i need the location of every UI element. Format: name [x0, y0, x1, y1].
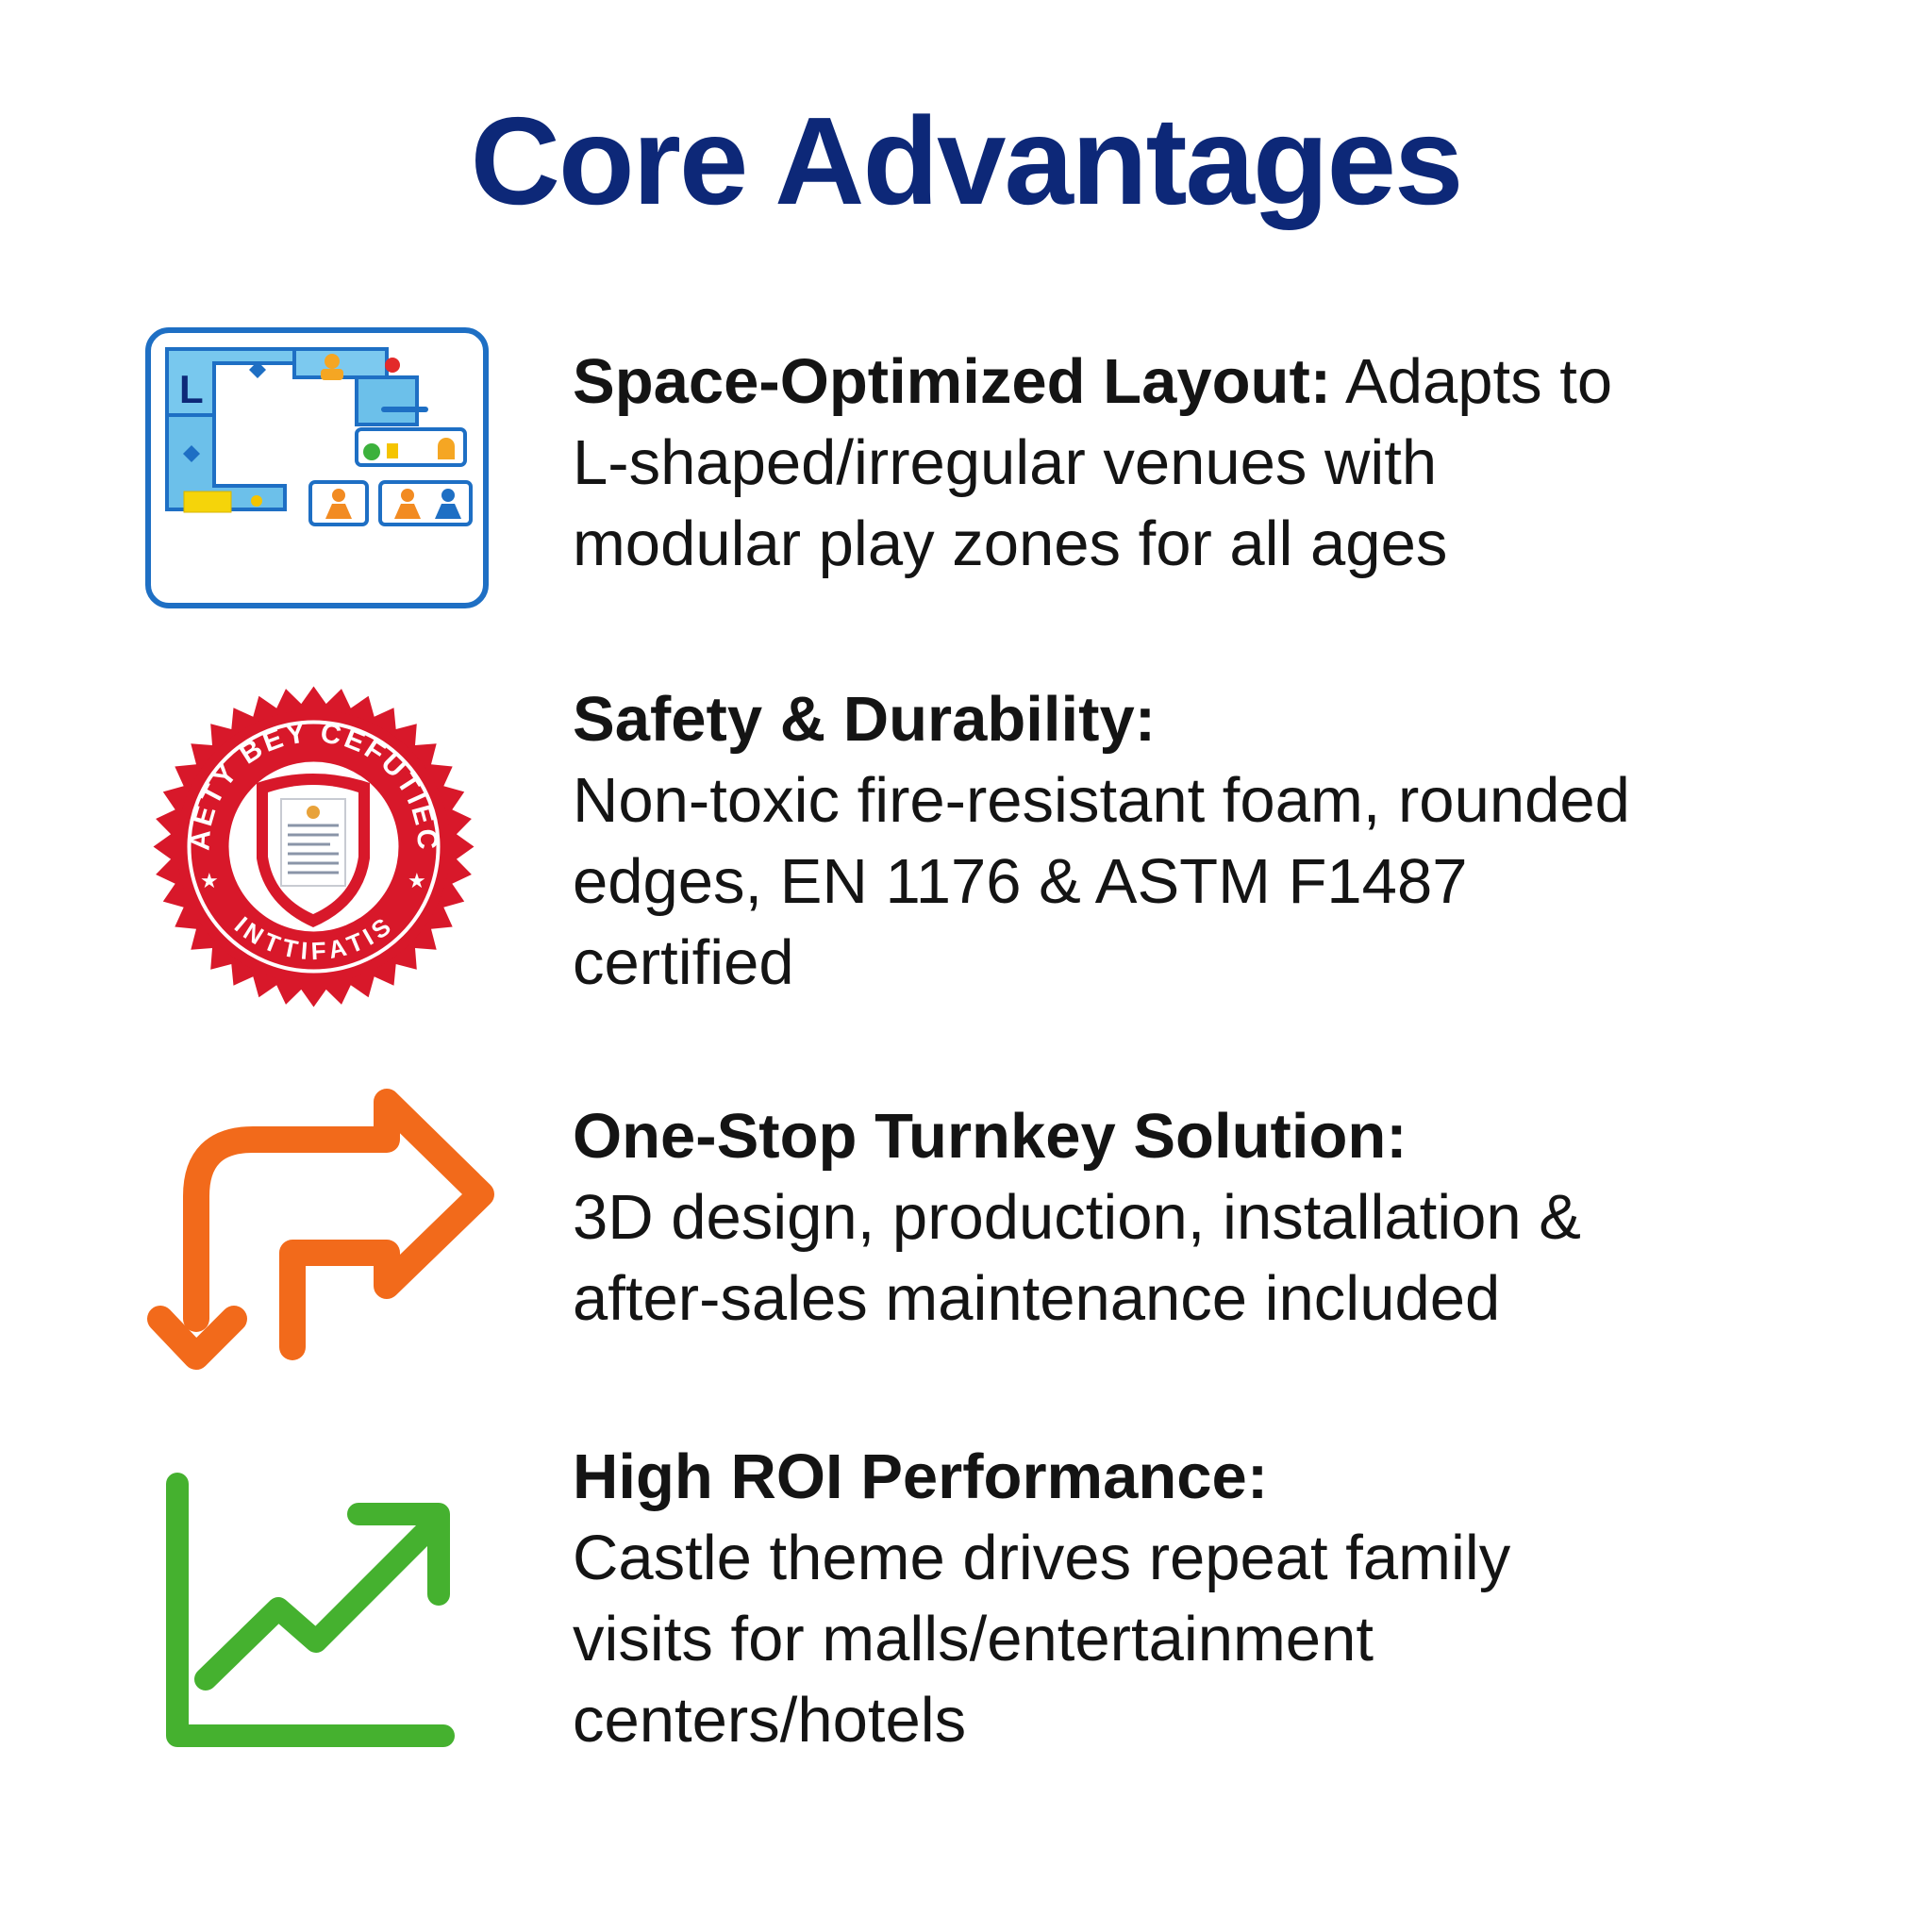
- advantage-heading: Space-Optimized Layout:: [573, 346, 1332, 417]
- advantage-text: Castle theme drives repeat family: [573, 1523, 1511, 1593]
- advantage-item: One-Stop Turnkey Solution: 3D design, pr…: [573, 1096, 1893, 1340]
- advantage-item: High ROI Performance: Castle theme drive…: [573, 1437, 1893, 1761]
- advantage-text: certified: [573, 927, 794, 998]
- advantage-item: Safety & Durability: Non-toxic fire-resi…: [573, 679, 1893, 1004]
- advantage-text: edges, EN 1176 & ASTM F1487: [573, 846, 1468, 917]
- advantage-text: centers/hotels: [573, 1685, 967, 1756]
- turnkey-arrows-icon: [147, 1089, 494, 1370]
- advantage-text: modular play zones for all ages: [573, 508, 1448, 579]
- advantage-heading: One-Stop Turnkey Solution:: [573, 1101, 1407, 1172]
- advantage-text: Adapts to: [1345, 346, 1613, 417]
- svg-text:L: L: [179, 367, 204, 411]
- page-title: Core Advantages: [470, 92, 1464, 230]
- advantage-text: L-shaped/irregular venues with: [573, 427, 1438, 498]
- floor-plan-icon: L: [145, 327, 489, 608]
- advantage-text: after-sales maintenance included: [573, 1263, 1501, 1334]
- growth-chart-icon: [166, 1473, 455, 1747]
- advantage-item: Space-Optimized Layout: Adapts to L-shap…: [573, 341, 1893, 585]
- advantage-heading: High ROI Performance:: [573, 1441, 1269, 1512]
- svg-text:★: ★: [200, 869, 219, 892]
- svg-text:★: ★: [408, 869, 426, 892]
- advantage-text: 3D design, production, installation &: [573, 1182, 1581, 1253]
- advantage-heading: Safety & Durability:: [573, 684, 1157, 755]
- advantage-text: Non-toxic fire-resistant foam, rounded: [573, 765, 1630, 836]
- advantage-text: visits for malls/entertainment: [573, 1604, 1374, 1674]
- certification-seal-icon: SAETY BEY CEFUTIECT INTTIFATIS ★★: [151, 684, 475, 1008]
